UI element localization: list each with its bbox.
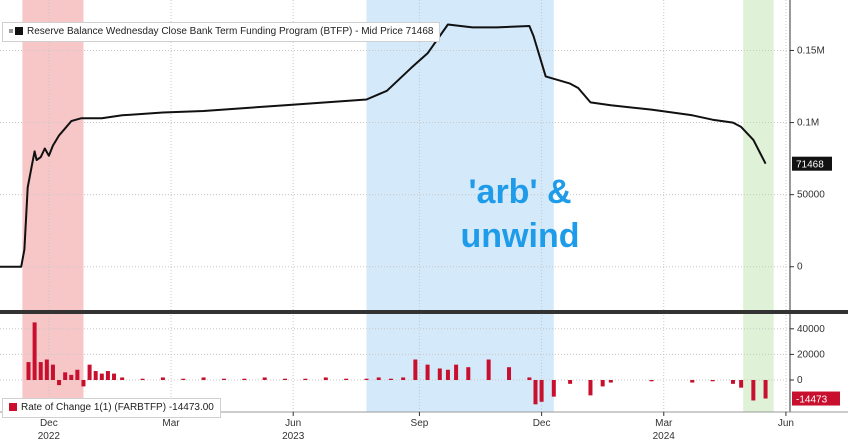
- x-tick-month-3: Sep: [411, 418, 429, 429]
- rate-of-change-bar: [323, 377, 328, 380]
- rate-of-change-bar: [527, 377, 532, 380]
- legend-bottom-label: Rate of Change 1(1) (FARBTFP) -14473.00: [21, 402, 214, 413]
- panel-separator: [0, 310, 848, 314]
- rate-of-change-bar: [44, 359, 49, 380]
- rate-of-change-bar: [551, 380, 556, 397]
- rate-of-change-bar: [242, 378, 247, 380]
- rate-of-change-bar: [181, 378, 186, 380]
- rate-of-change-bar: [710, 380, 715, 382]
- top-y-tick-label-0: 0: [797, 262, 803, 273]
- rate-of-change-bar: [99, 373, 104, 380]
- rate-of-change-bar: [364, 378, 369, 380]
- rate-of-change-bar: [507, 367, 512, 380]
- legend-top: Reserve Balance Wednesday Close Bank Ter…: [2, 22, 441, 42]
- rate-of-change-bar: [445, 369, 450, 380]
- top-y-tick-label-2: 0.1M: [797, 118, 819, 129]
- rate-of-change-bar: [751, 380, 756, 401]
- x-tick-year-0: 2022: [38, 431, 61, 442]
- rate-of-change-bar: [221, 378, 226, 380]
- rate-of-change-bar: [262, 377, 267, 380]
- rate-of-change-bar: [649, 380, 654, 382]
- rate-of-change-bar: [120, 377, 125, 380]
- rate-of-change-bar: [81, 380, 86, 387]
- rate-of-change-bar: [533, 380, 538, 405]
- rate-of-change-bar: [486, 359, 491, 380]
- last-value-box-bottom: [792, 391, 840, 406]
- legend-bar-swatch-icon: [9, 403, 17, 412]
- x-tick-month-6: Jun: [778, 418, 794, 429]
- x-tick-month-4: Dec: [533, 418, 551, 429]
- rate-of-change-bar: [112, 373, 117, 380]
- rate-of-change-bar: [160, 377, 165, 380]
- top-y-tick-label-3: 0.15M: [797, 45, 825, 56]
- x-tick-year-5: 2024: [653, 431, 676, 442]
- rate-of-change-bar: [32, 322, 37, 380]
- rate-of-change-bar: [376, 377, 381, 380]
- shaded-region-2: [743, 0, 774, 412]
- rate-of-change-bar: [413, 359, 418, 380]
- rate-of-change-bar: [63, 372, 68, 380]
- rate-of-change-bar: [568, 380, 573, 384]
- x-tick-year-2: 2023: [282, 431, 305, 442]
- rate-of-change-bar: [283, 378, 288, 380]
- bottom-y-tick-label-2: 40000: [797, 324, 825, 335]
- rate-of-change-bar: [600, 380, 605, 387]
- btfp-balance-line: [0, 23, 767, 268]
- x-tick-month-5: Mar: [655, 418, 673, 429]
- rate-of-change-bar: [730, 380, 735, 384]
- rate-of-change-bar: [388, 378, 393, 380]
- rate-of-change-bar: [739, 380, 744, 388]
- rate-of-change-bar: [38, 362, 43, 380]
- rate-of-change-bar: [588, 380, 593, 396]
- rate-of-change-bar: [344, 378, 349, 380]
- rate-of-change-bar: [87, 364, 92, 380]
- x-tick-month-1: Mar: [162, 418, 180, 429]
- annotation-line-1: 'arb' &: [468, 173, 572, 211]
- rate-of-change-bar: [466, 367, 471, 380]
- last-value-label-bottom: -14473: [796, 395, 828, 406]
- rate-of-change-bar: [539, 380, 544, 402]
- last-value-label-top: 71468: [796, 160, 824, 171]
- rate-of-change-bar: [75, 369, 80, 380]
- shaded-region-1: [366, 0, 554, 412]
- arb-unwind-annotation: 'arb' & unwind: [420, 170, 620, 258]
- rate-of-change-bar: [608, 380, 613, 383]
- last-value-box-top: [792, 156, 832, 171]
- legend-bottom: Rate of Change 1(1) (FARBTFP) -14473.00: [2, 398, 221, 418]
- rate-of-change-bar: [140, 378, 145, 380]
- legend-dot-icon: [9, 29, 13, 34]
- shaded-region-0: [22, 0, 84, 412]
- top-y-tick-label-1: 50000: [797, 190, 825, 201]
- x-tick-month-0: Dec: [40, 418, 58, 429]
- rate-of-change-bar: [57, 380, 62, 386]
- rate-of-change-bar: [425, 364, 430, 380]
- legend-line-swatch-icon: [15, 27, 23, 36]
- rate-of-change-bar: [50, 364, 55, 380]
- rate-of-change-bar: [105, 371, 110, 380]
- rate-of-change-bar: [437, 368, 442, 380]
- rate-of-change-bar: [401, 377, 406, 380]
- rate-of-change-bar: [763, 380, 768, 399]
- bottom-y-tick-label-1: 20000: [797, 349, 825, 360]
- x-tick-month-2: Jun: [285, 418, 301, 429]
- rate-of-change-bar: [690, 380, 695, 383]
- rate-of-change-bar: [69, 374, 74, 380]
- rate-of-change-bar: [454, 364, 459, 380]
- rate-of-change-bar: [93, 371, 98, 380]
- annotation-line-2: unwind: [460, 217, 580, 255]
- rate-of-change-bar: [26, 362, 31, 380]
- rate-of-change-bar: [303, 378, 308, 380]
- rate-of-change-bar: [201, 377, 206, 380]
- legend-top-label: Reserve Balance Wednesday Close Bank Ter…: [27, 26, 434, 37]
- bottom-y-tick-label-0: 0: [797, 375, 803, 386]
